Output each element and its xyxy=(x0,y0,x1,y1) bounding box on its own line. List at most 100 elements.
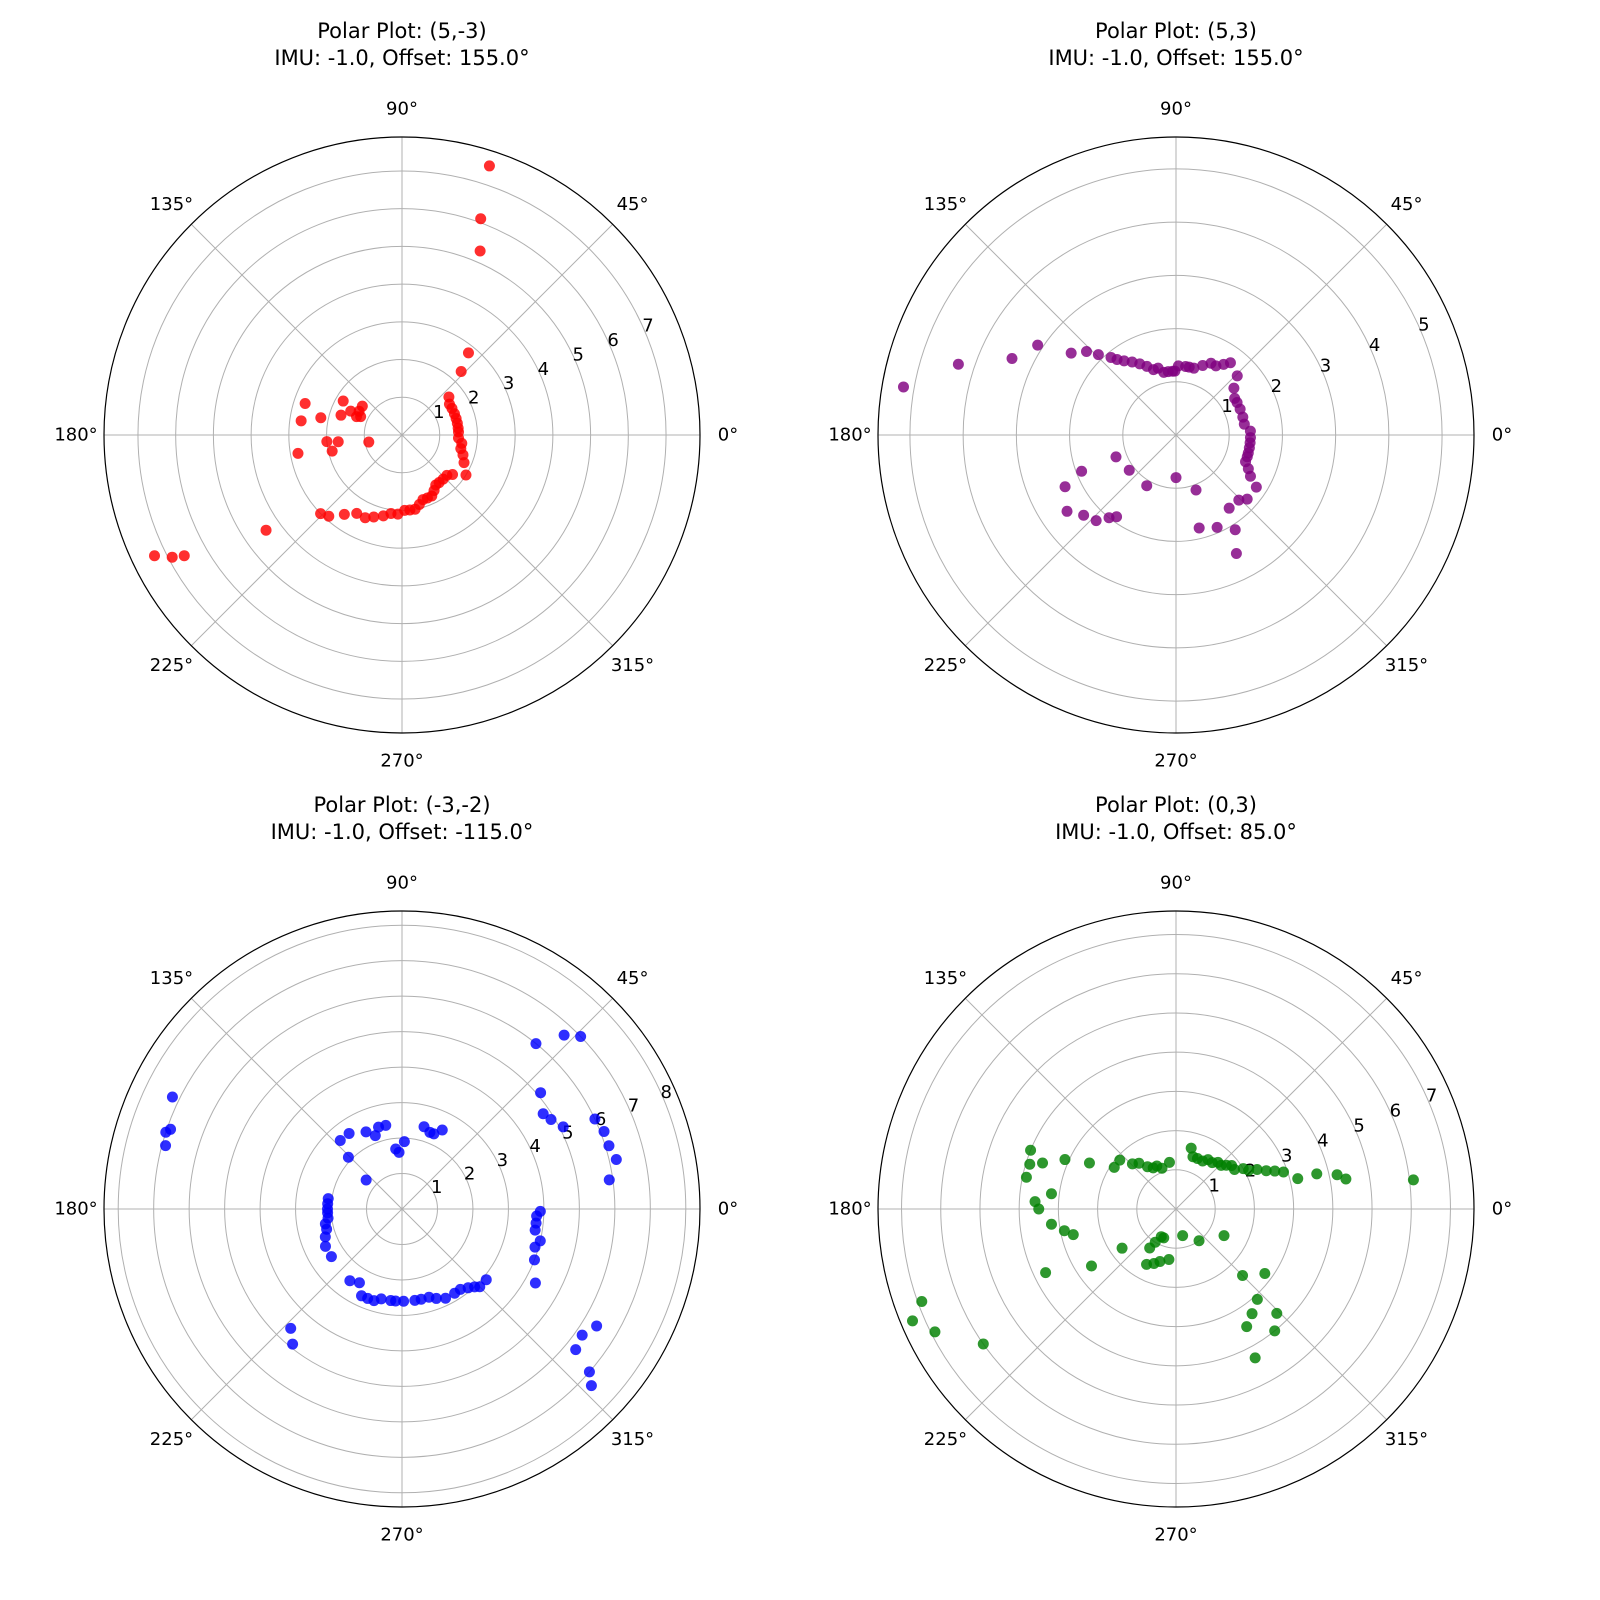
radial-tick-label: 6 xyxy=(1390,1100,1401,1121)
data-point xyxy=(1211,521,1223,533)
data-point xyxy=(285,1322,297,1334)
data-point xyxy=(335,409,347,421)
data-point xyxy=(1141,1161,1153,1173)
data-point xyxy=(529,1277,541,1289)
data-point xyxy=(373,1121,385,1133)
radial-tick-label: 7 xyxy=(628,1095,639,1116)
angular-grid-line xyxy=(190,434,403,647)
angle-tick-label: 315° xyxy=(1385,655,1428,676)
angle-tick-label: 135° xyxy=(924,194,967,215)
panel-title-4: Polar Plot: (0,3) IMU: -1.0, Offset: 85.… xyxy=(876,792,1476,846)
data-point xyxy=(344,1275,356,1287)
data-point xyxy=(359,512,371,524)
polar-frame xyxy=(877,910,1475,1508)
data-point xyxy=(1040,1267,1052,1279)
angle-tick-label: 315° xyxy=(611,1429,654,1450)
angular-grid-line xyxy=(401,1208,614,1421)
chart-title: Polar Plot: (5,-3) xyxy=(317,19,487,43)
angle-tick-label: 225° xyxy=(150,1429,193,1450)
data-point xyxy=(1185,1142,1197,1154)
data-point xyxy=(1244,470,1256,482)
data-point xyxy=(528,1254,540,1266)
data-point xyxy=(398,1295,410,1307)
radial-tick-label: 4 xyxy=(1317,1130,1328,1151)
angular-grid-line xyxy=(190,1208,403,1421)
data-point xyxy=(1197,359,1209,371)
angle-tick-label: 45° xyxy=(1391,194,1423,215)
data-point xyxy=(474,245,486,257)
data-point xyxy=(1103,512,1115,524)
data-point xyxy=(480,1274,492,1286)
chart-title: Polar Plot: (0,3) xyxy=(1095,793,1257,817)
radial-tick-label: 1 xyxy=(431,1177,442,1198)
radial-tick-label: 5 xyxy=(1353,1115,1364,1136)
data-point xyxy=(343,1127,355,1139)
data-point xyxy=(455,366,467,378)
radial-tick-label: 6 xyxy=(595,1109,606,1130)
data-point xyxy=(576,1329,588,1341)
data-point xyxy=(363,436,375,448)
data-point xyxy=(1065,347,1077,359)
data-point xyxy=(1105,352,1117,364)
angle-tick-label: 0° xyxy=(718,1199,738,1220)
data-point xyxy=(1061,505,1073,517)
data-point xyxy=(436,1124,448,1136)
radial-tick-label: 3 xyxy=(1320,355,1331,376)
data-point xyxy=(1205,357,1217,369)
data-point xyxy=(907,1315,919,1327)
data-point xyxy=(475,213,487,225)
angle-tick-label: 90° xyxy=(1160,99,1192,120)
data-point xyxy=(1177,1230,1189,1242)
data-point xyxy=(292,447,304,459)
data-point xyxy=(1110,451,1122,463)
radial-tick-label: 3 xyxy=(1281,1145,1292,1166)
chart-subtitle: IMU: -1.0, Offset: 155.0° xyxy=(1048,46,1304,70)
panel-title-1: Polar Plot: (5,-3) IMU: -1.0, Offset: 15… xyxy=(102,18,702,72)
data-point xyxy=(1037,1157,1049,1169)
data-point xyxy=(1126,1158,1138,1170)
angle-tick-label: 270° xyxy=(1154,1525,1197,1546)
angle-tick-label: 45° xyxy=(617,194,649,215)
data-point xyxy=(1269,1325,1281,1337)
data-point xyxy=(149,550,161,562)
data-point xyxy=(1059,1154,1071,1166)
data-point xyxy=(1006,353,1018,365)
angular-grid-line xyxy=(1175,997,1388,1210)
data-point xyxy=(1108,1161,1120,1173)
data-point xyxy=(342,1151,354,1163)
data-point xyxy=(1251,1293,1263,1305)
panel-title-3: Polar Plot: (-3,-2) IMU: -1.0, Offset: -… xyxy=(102,792,702,846)
data-point xyxy=(483,160,495,172)
angle-tick-label: 135° xyxy=(924,968,967,989)
data-point xyxy=(337,395,349,407)
data-point xyxy=(1045,1218,1057,1230)
angle-tick-label: 315° xyxy=(1385,1429,1428,1450)
data-point xyxy=(368,511,380,523)
data-point xyxy=(1085,1260,1097,1272)
data-point xyxy=(1092,349,1104,361)
angle-tick-label: 225° xyxy=(924,655,967,676)
radial-tick-label: 2 xyxy=(468,388,479,409)
data-point xyxy=(322,1193,334,1205)
angle-tick-label: 225° xyxy=(924,1429,967,1450)
data-point xyxy=(1126,356,1138,368)
angle-tick-label: 0° xyxy=(1492,1199,1512,1220)
angular-grid-line xyxy=(401,434,614,647)
data-point xyxy=(1123,464,1135,476)
data-point xyxy=(1080,346,1092,358)
chart-subtitle: IMU: -1.0, Offset: -115.0° xyxy=(270,820,534,844)
data-point xyxy=(1163,1253,1175,1265)
angle-tick-label: 180° xyxy=(828,1199,871,1220)
data-point xyxy=(589,1113,601,1125)
chart-title: Polar Plot: (-3,-2) xyxy=(313,793,491,817)
angle-tick-label: 225° xyxy=(150,655,193,676)
data-point xyxy=(332,436,344,448)
data-point xyxy=(1193,1235,1205,1247)
data-point xyxy=(1331,1169,1343,1181)
data-point xyxy=(356,1290,368,1302)
radial-tick-label: 5 xyxy=(562,1123,573,1144)
data-point xyxy=(1237,1270,1249,1282)
